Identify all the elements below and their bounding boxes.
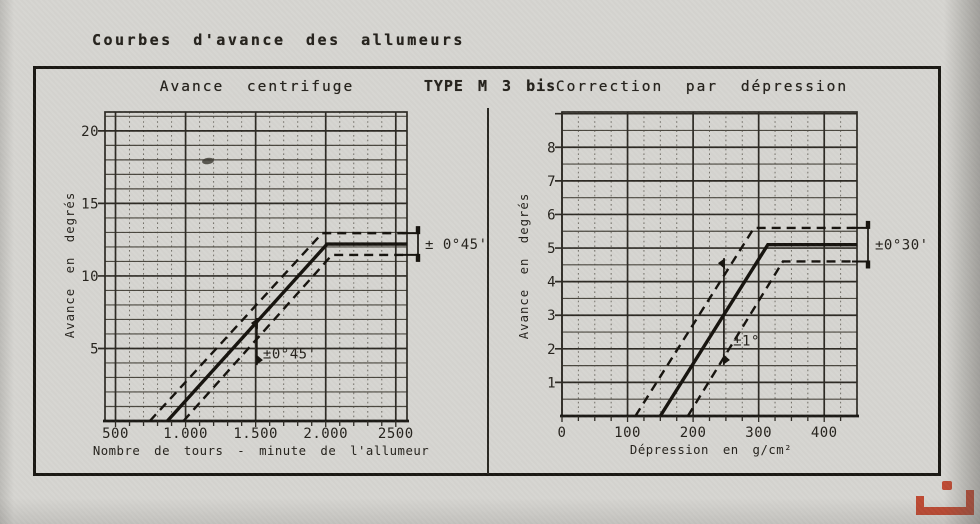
watermark-dot [942,481,952,490]
page-title: Courbes d'avance des allumeurs [92,31,465,49]
svg-text:20: 20 [81,124,99,140]
red-noon-watermark [916,481,974,515]
chart-divider-line [487,108,489,474]
watermark-cup-stroke [916,490,974,515]
svg-text:1: 1 [547,375,556,391]
svg-text:2500: 2500 [378,426,414,442]
svg-text:4: 4 [547,275,556,291]
svg-text:3: 3 [547,308,556,324]
right-y-axis-label: Avance en degrés [517,192,531,340]
svg-text:200: 200 [680,425,707,441]
vacuum-correction-chart: 0 100 200 300 400 1 2 3 4 5 6 7 8 ±1° ±0°30' [547,111,929,441]
svg-text:6: 6 [547,207,556,223]
right-chart-title: Correction par dépression [555,79,849,95]
left-chart-title: Avance centrifuge [159,79,355,95]
left-x-axis-label: Nombre de tours - minute de l'allumeur [92,444,430,458]
svg-text:1.000: 1.000 [163,426,208,442]
svg-text:5: 5 [90,341,99,357]
svg-text:8: 8 [547,140,556,156]
svg-text:±1°: ±1° [733,333,760,349]
svg-text:2.000: 2.000 [303,426,348,442]
svg-text:±0°30': ±0°30' [875,238,929,254]
left-y-axis-label: Avance en degrés [63,191,77,339]
svg-text:500: 500 [102,426,129,442]
svg-text:7: 7 [547,174,556,190]
distributor-type-label: TYPE M 3 bis [423,77,557,95]
svg-text:15: 15 [81,196,99,212]
svg-text:400: 400 [811,425,838,441]
svg-text:5: 5 [547,241,556,257]
svg-text:10: 10 [81,269,99,285]
svg-text:± 0°45': ± 0°45' [425,237,488,253]
svg-text:2: 2 [547,342,556,358]
svg-text:1.500: 1.500 [233,426,278,442]
centrifugal-advance-chart: 500 1.000 1.500 2.000 2500 5 10 15 20 ±0°45' ± 0°4… [81,111,488,442]
svg-text:0: 0 [558,425,567,441]
svg-text:100: 100 [614,425,641,441]
svg-text:±0°45': ±0°45' [263,347,317,363]
figure-frame [33,66,941,476]
right-x-axis-label: Dépression en g/cm² [629,443,793,457]
svg-text:300: 300 [745,425,772,441]
